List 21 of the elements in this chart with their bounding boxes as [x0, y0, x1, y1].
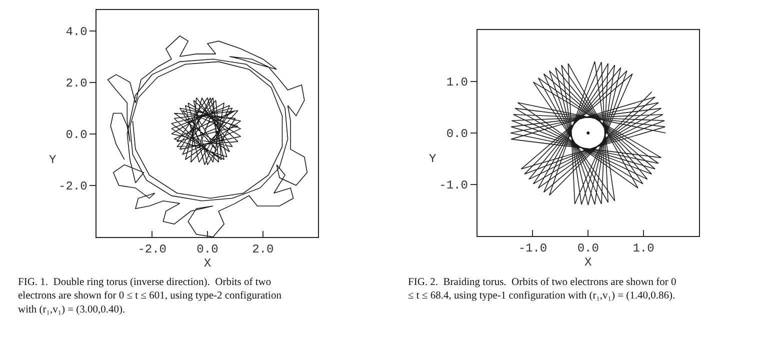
caption: FIG. 1. Double ring torus (inverse direction). Orbits of two electrons are shown for 0 ≤ t ≤ 601, using type-2 configuration with (r₁,v₁) = (3.00,0.40).	[18, 277, 282, 316]
x-tick-label: 0.0	[196, 242, 218, 256]
x-tick-label: -2.0	[138, 242, 167, 256]
x-tick-label: 1.0	[632, 241, 654, 256]
x-axis-title: X	[584, 255, 592, 270]
x-tick-label: 2.0	[252, 242, 274, 256]
x-tick-label: 0.0	[577, 241, 599, 256]
y-tick-label: 4.0	[66, 24, 88, 39]
x-tick-label: -1.0	[518, 241, 548, 256]
y-tick-label: 2.0	[66, 76, 88, 90]
y-tick-label: 0.0	[66, 128, 88, 142]
caption: FIG. 2. Braiding torus. Orbits of two electrons are shown for 0 ≤ t ≤ 68.4, using type-1 configuration with (r₁,v₁) = (1.40,0.86).	[408, 277, 676, 302]
y-axis-title: Y	[49, 153, 56, 167]
y-tick-label: 0.0	[446, 127, 468, 142]
line-series	[171, 97, 242, 166]
y-tick-label: -1.0	[439, 178, 468, 193]
y-axis-title: Y	[429, 152, 436, 166]
y-tick-label: 1.0	[446, 76, 468, 90]
x-axis-title: X	[204, 256, 212, 270]
line-series	[510, 61, 666, 206]
y-tick-label: -2.0	[58, 180, 88, 194]
